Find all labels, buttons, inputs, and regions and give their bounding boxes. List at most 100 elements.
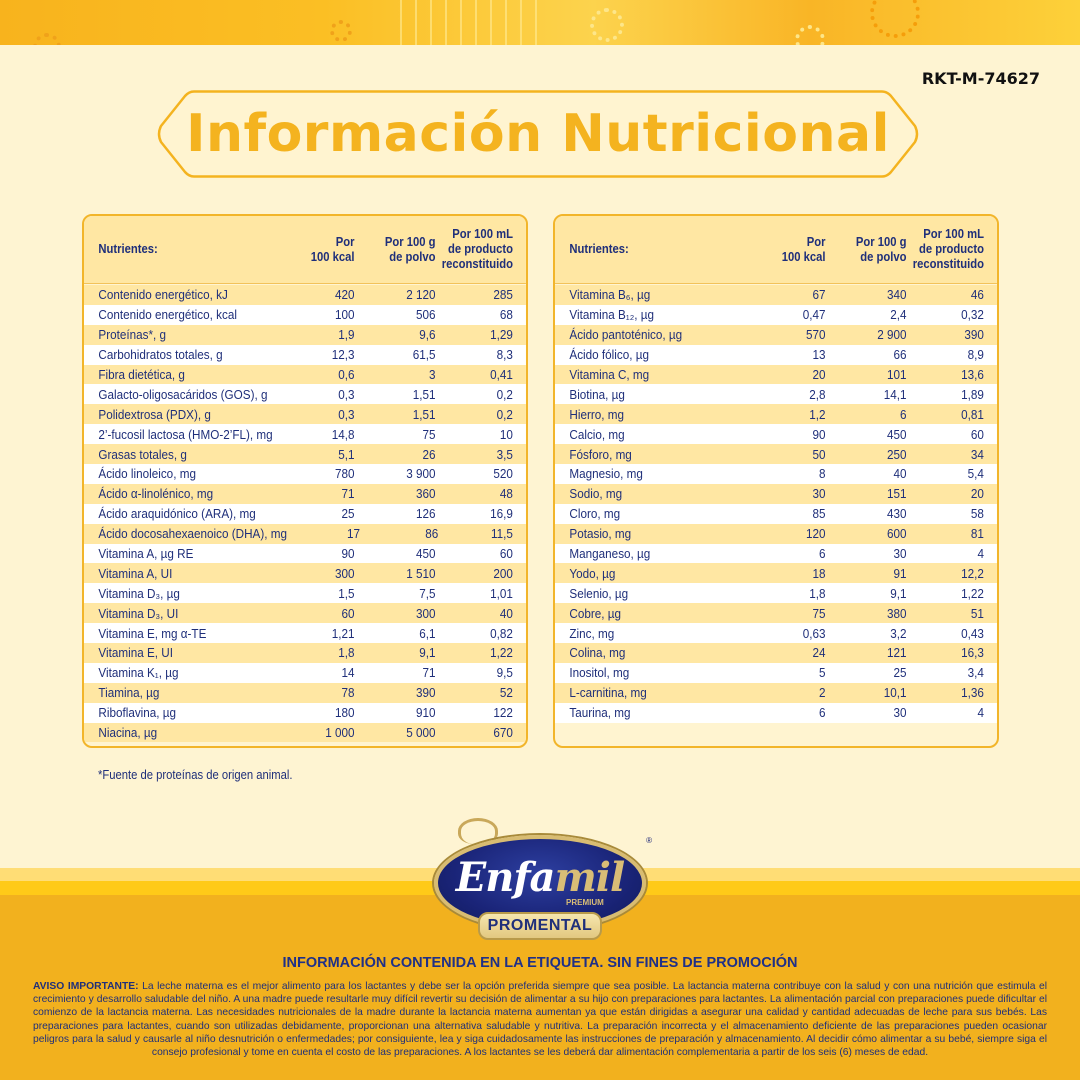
nutrient-name: Ácido araquidónico (ARA), mg: [98, 506, 256, 522]
nutrient-name: Ácido α-linolénico, mg: [98, 486, 214, 502]
nutrient-name: Vitamina A, UI: [98, 565, 173, 581]
title-banner: Información Nutricional: [157, 90, 919, 178]
value-per-100ml: 670: [493, 725, 513, 741]
table-row: Grasas totales, g 5,1 26 3,5: [84, 444, 526, 465]
value-per-100ml: 1,36: [961, 685, 984, 701]
table-row: Taurina, mg 6 30 4: [555, 702, 997, 723]
value-per-100kcal: 60: [341, 605, 355, 621]
value-per-100g: 71: [422, 665, 436, 681]
nutrient-name: Magnesio, mg: [569, 466, 643, 482]
value-per-100g: 2 120: [406, 287, 436, 303]
nutrient-name: L-carnitina, mg: [569, 685, 647, 701]
nutrient-name: Cloro, mg: [569, 506, 621, 522]
value-per-100g: 126: [416, 506, 436, 522]
value-per-100kcal: 18: [812, 565, 826, 581]
value-per-100g: 1,51: [412, 406, 436, 422]
gear-icon: [795, 25, 825, 45]
value-per-100ml: 52: [499, 685, 513, 701]
nutrient-name: Potasio, mg: [569, 526, 632, 542]
disclaimer-label: AVISO IMPORTANTE:: [33, 981, 139, 992]
value-per-100ml: 0,41: [490, 367, 513, 382]
value-per-100g: 26: [422, 446, 436, 462]
value-per-100ml: 40: [499, 605, 513, 621]
value-per-100ml: 0,2: [496, 386, 513, 402]
value-per-100kcal: 0,3: [338, 406, 355, 422]
nutrient-name: Riboflavina, µg: [98, 705, 177, 721]
value-per-100kcal: 120: [806, 526, 826, 542]
table-row: Cloro, mg 85 430 58: [555, 503, 997, 524]
table-row: Carbohidratos totales, g 12,3 61,5 8,3: [84, 344, 526, 365]
value-per-100ml: 122: [493, 705, 513, 721]
page-title: Información Nutricional: [186, 104, 890, 164]
value-per-100g: 450: [416, 546, 436, 562]
value-per-100g: 430: [887, 506, 907, 522]
value-per-100ml: 285: [493, 287, 513, 303]
table-row: Tiamina, µg 78 390 52: [84, 682, 526, 703]
gear-icon: [870, 0, 920, 38]
table-row: Vitamina D₃, UI 60 300 40: [84, 603, 526, 624]
table-row: Fósforo, mg 50 250 34: [555, 444, 997, 465]
value-per-100kcal: 420: [335, 287, 355, 303]
registered-mark: ®: [646, 836, 652, 845]
nutrient-name: Carbohidratos totales, g: [98, 347, 223, 363]
value-per-100ml: 13,6: [961, 367, 984, 382]
value-per-100ml: 0,43: [961, 625, 984, 641]
table-row: Vitamina A, UI 300 1 510 200: [84, 563, 526, 584]
nutrient-name: Zinc, mg: [569, 625, 615, 641]
nutrient-name: Proteínas*, g: [98, 327, 167, 343]
value-per-100g: 30: [893, 546, 907, 562]
value-per-100kcal: 570: [806, 327, 826, 343]
value-per-100kcal: 78: [341, 685, 355, 701]
nutrition-table-left: Nutrientes: Por 100 kcal Por 100 g de po…: [82, 214, 528, 748]
table-body: Contenido energético, kJ 420 2 120 285 Conte…: [84, 285, 526, 743]
table-row: Zinc, mg 0,63 3,2 0,43: [555, 623, 997, 644]
value-per-100kcal: 6: [819, 546, 826, 562]
value-per-100g: 450: [887, 426, 907, 442]
table-row: Yodo, µg 18 91 12,2: [555, 563, 997, 584]
value-per-100ml: 8,3: [496, 347, 513, 363]
arrow-frame-icon: [157, 90, 919, 178]
value-per-100ml: 1,01: [490, 585, 513, 601]
value-per-100ml: 4: [977, 546, 984, 562]
value-per-100g: 9,6: [419, 327, 436, 343]
value-per-100ml: 60: [970, 426, 984, 442]
table-row: Ácido pantoténico, µg 570 2 900 390: [555, 324, 997, 345]
value-per-100ml: 12,2: [961, 565, 984, 581]
value-per-100g: 3: [429, 367, 436, 382]
table-row: Selenio, µg 1,8 9,1 1,22: [555, 583, 997, 604]
value-per-100ml: 20: [970, 486, 984, 502]
value-per-100g: 151: [887, 486, 907, 502]
nutrient-name: Ácido pantoténico, µg: [569, 327, 683, 343]
value-per-100g: 6,1: [419, 625, 436, 641]
value-per-100kcal: 1,5: [338, 585, 355, 601]
nutrient-name: Cobre, µg: [569, 605, 622, 621]
header-nutrients: Nutrientes:: [98, 242, 158, 256]
table-row: Riboflavina, µg 180 910 122: [84, 702, 526, 723]
nutrient-name: Vitamina E, mg α-TE: [98, 625, 207, 641]
table-row: Ácido fólico, µg 13 66 8,9: [555, 344, 997, 365]
nutrient-name: Contenido energético, kcal: [98, 307, 237, 323]
nutrient-name: Manganeso, µg: [569, 546, 651, 562]
value-per-100g: 600: [887, 526, 907, 542]
value-per-100ml: 390: [964, 327, 984, 343]
nutrition-table-right: Nutrientes: Por 100 kcal Por 100 g de po…: [553, 214, 999, 748]
value-per-100kcal: 50: [812, 446, 826, 462]
table-header: Nutrientes: Por 100 kcal Por 100 g de po…: [555, 216, 997, 284]
value-per-100kcal: 780: [335, 466, 355, 482]
value-per-100ml: 4: [977, 705, 984, 721]
header-per-100g: Por 100 g de polvo: [855, 234, 907, 264]
nutrient-name: Vitamina D₃, µg: [98, 585, 180, 601]
value-per-100kcal: 0,63: [802, 625, 826, 641]
value-per-100ml: 200: [493, 565, 513, 581]
table-header: Nutrientes: Por 100 kcal Por 100 g de po…: [84, 216, 526, 284]
table-row: Ácido araquidónico (ARA), mg 25 126 16,9: [84, 503, 526, 524]
value-per-100ml: 81: [970, 526, 984, 542]
value-per-100g: 9,1: [890, 585, 907, 601]
header-per-100g: Por 100 g de polvo: [384, 234, 436, 264]
value-per-100ml: 0,2: [496, 406, 513, 422]
value-per-100kcal: 1,21: [331, 625, 355, 641]
brand-tier: PREMIUM: [566, 898, 604, 907]
value-per-100g: 3 900: [406, 466, 436, 482]
table-row: Contenido energético, kJ 420 2 120 285: [84, 285, 526, 305]
value-per-100g: 6: [900, 406, 907, 422]
